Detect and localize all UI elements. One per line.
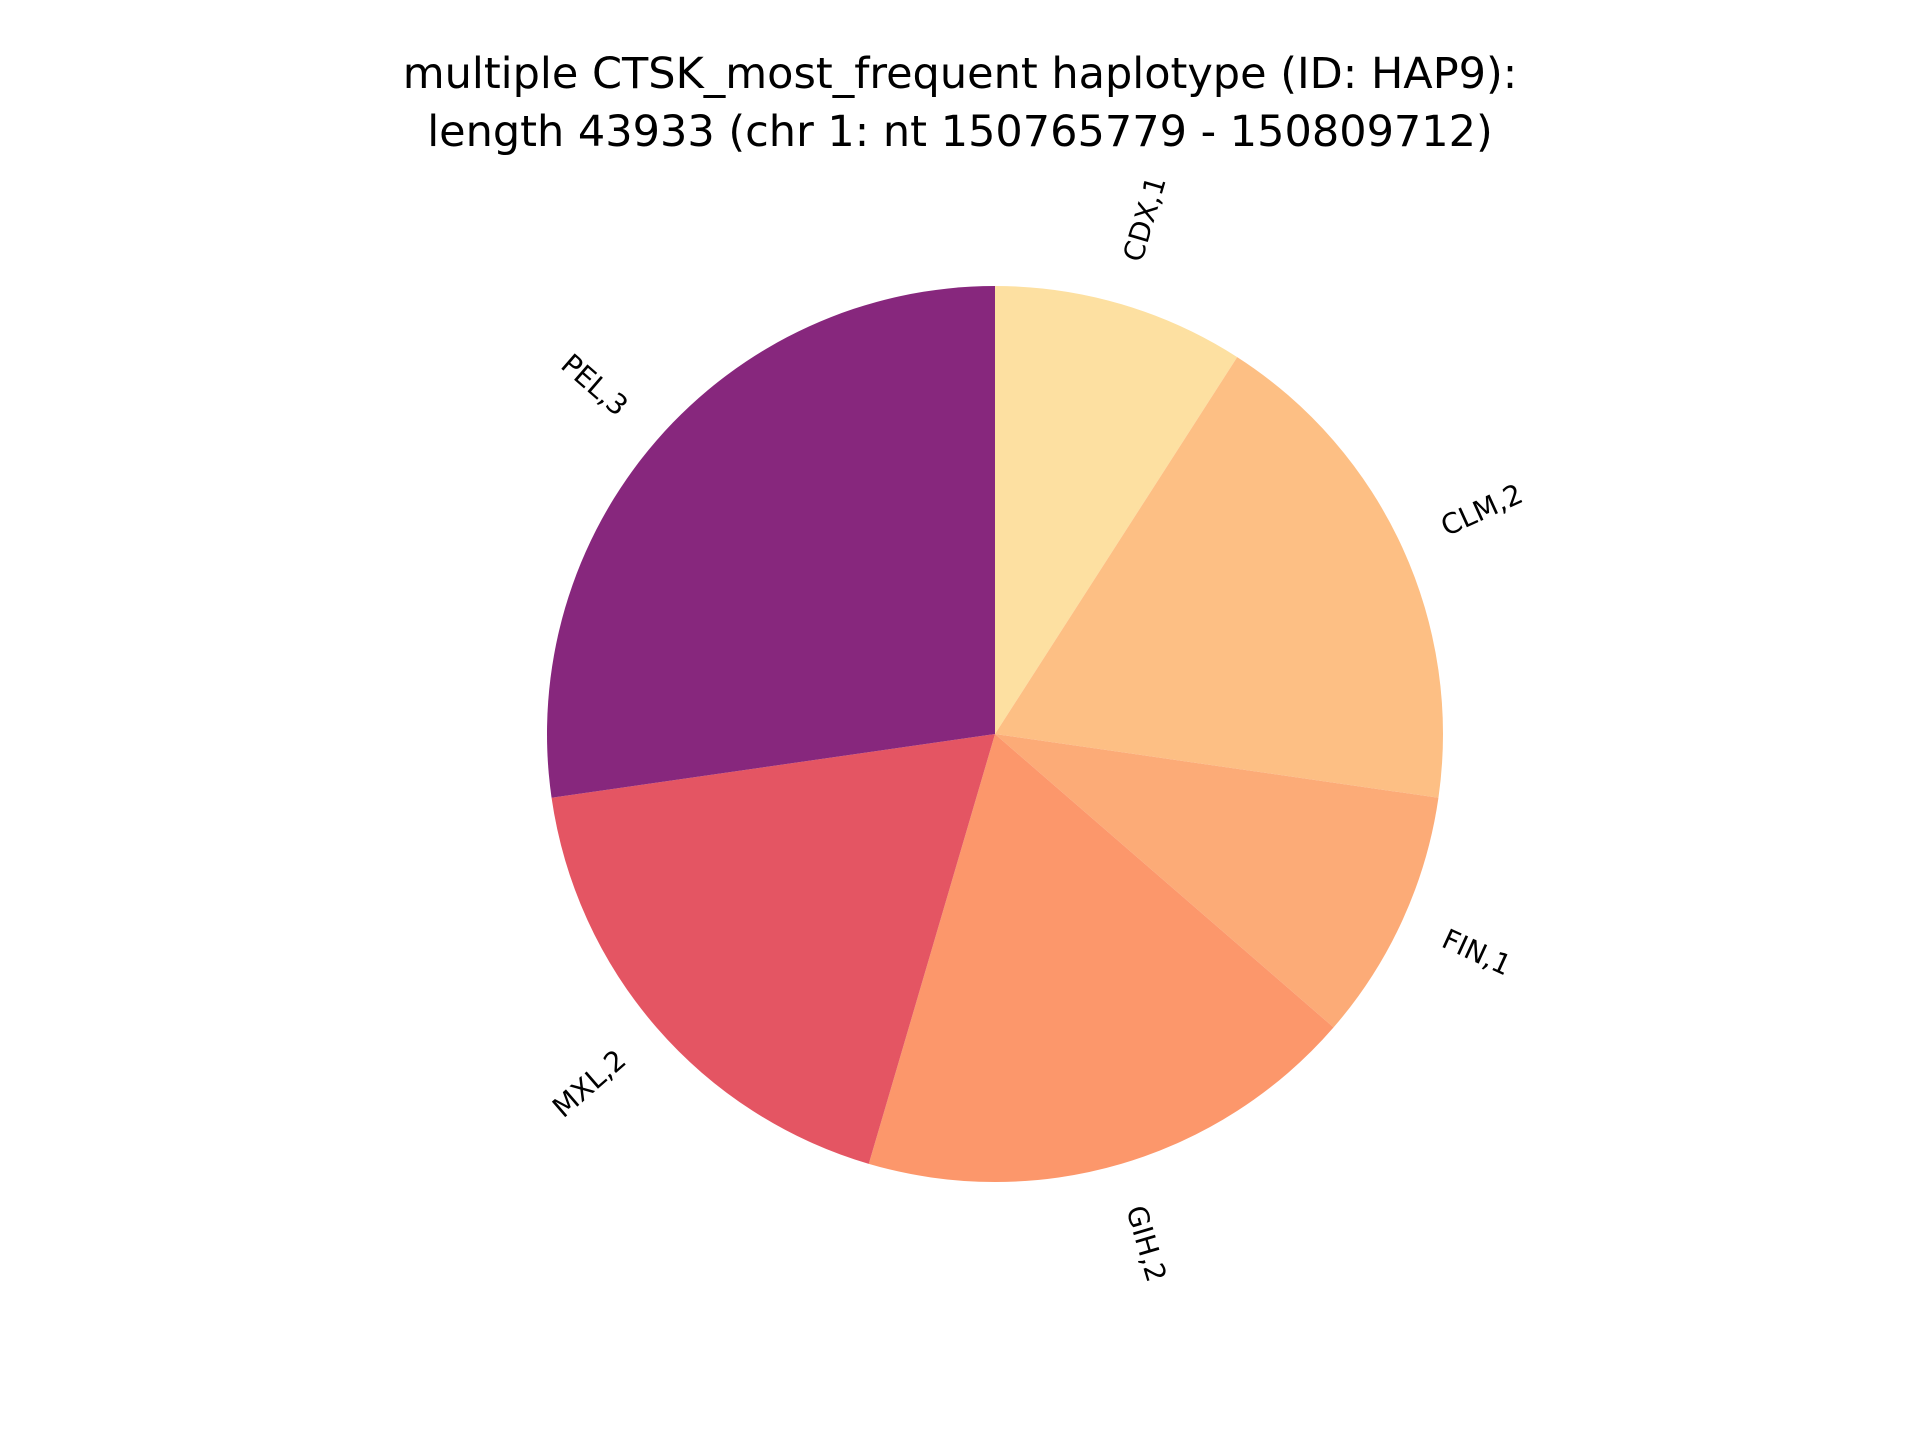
- pie-slice-gih: [868, 734, 1334, 1182]
- chart-title-line-2: length 43933 (chr 1: nt 150765779 - 1508…: [427, 107, 1493, 157]
- pie-slice-pel: [546, 286, 995, 798]
- pie-label-mxl: MXL,2: [546, 1043, 632, 1124]
- pie-label-cdx: CDX,1: [1117, 173, 1173, 266]
- pie-slice-cdx: [995, 286, 1238, 734]
- chart-title-line-1: multiple CTSK_most_frequent haplotype (I…: [402, 49, 1518, 99]
- pie-slices: [546, 286, 1444, 1182]
- pie-slice-fin: [995, 734, 1439, 1028]
- pie-slice-clm: [995, 357, 1444, 798]
- pie-label-fin: FIN,1: [1437, 922, 1516, 982]
- pie-label-clm: CLM,2: [1436, 477, 1528, 543]
- pie-slice-mxl: [551, 734, 995, 1164]
- pie-label-pel: PEL,3: [555, 347, 635, 422]
- pie-label-gih: GIH,2: [1119, 1202, 1173, 1286]
